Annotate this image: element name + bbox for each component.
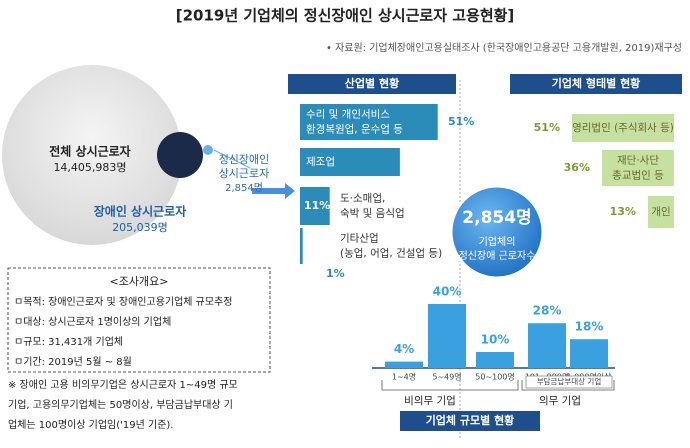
value-label: 40% xyxy=(433,285,462,299)
value-label: 10% xyxy=(481,333,510,347)
section-title: 기업체 규모별 현황 xyxy=(426,413,515,427)
survey-item: ㅁ기간: 2019년 5월 ~ 8월 xyxy=(14,356,132,368)
sublabel-box xyxy=(525,375,613,389)
bar xyxy=(528,323,566,368)
bar xyxy=(476,352,514,368)
category-label: 수리 및 개인서비스 xyxy=(306,109,390,121)
bar xyxy=(648,196,674,228)
bar xyxy=(385,361,423,368)
total-value: 14,405,983명 xyxy=(53,161,126,174)
group-bracket xyxy=(521,380,615,391)
survey-item: ㅁ규모: 31,431개 기업체 xyxy=(14,335,123,348)
section-title: 산업별 현황 xyxy=(345,76,399,90)
mental-value: 2,854명 xyxy=(225,182,263,194)
value-label: 51% xyxy=(534,121,560,134)
source: • 자료원: 기업체장애인고용실태조사 (한국장애인고용공단 고용개발원, 20… xyxy=(326,41,682,54)
mental-label: 정신장애인 xyxy=(219,153,270,166)
bar xyxy=(602,150,674,186)
disabled-circle xyxy=(157,132,203,178)
value-label: 18% xyxy=(575,320,604,334)
value-label: 4% xyxy=(394,342,414,356)
arrow xyxy=(252,183,295,199)
value-label: 37% xyxy=(372,155,398,168)
survey-item: ㅁ대상: 상시근로자 1명이상의 기업체 xyxy=(14,315,171,328)
center-label: 기업체의 xyxy=(479,235,516,248)
category-label: 도·소매업, xyxy=(340,192,385,205)
bar xyxy=(300,187,330,225)
bar xyxy=(572,114,674,142)
center-circle xyxy=(449,184,545,280)
bar xyxy=(300,228,303,264)
category-label: 숙박 및 음식업 xyxy=(340,207,405,220)
value-label: 28% xyxy=(533,304,562,318)
mental-label: 상시근로자 xyxy=(219,167,270,180)
x-tick-label: 5~49명 xyxy=(432,372,461,382)
section-header xyxy=(400,411,540,431)
value-label: 13% xyxy=(610,205,636,218)
value-label: 1% xyxy=(326,267,345,280)
category-label: 제조업 xyxy=(306,155,335,168)
total-circle xyxy=(2,65,182,245)
sublabel: 부담금납부대상 기업 xyxy=(537,376,601,386)
section-title: 기업체 형태별 현황 xyxy=(552,76,641,90)
survey-title: <조사개요> xyxy=(110,275,169,288)
category-label: 개인 xyxy=(651,206,670,218)
bar xyxy=(300,148,400,176)
note: ※ 장애인 고용 비의무기업은 상시근로자 1~49명 규모 xyxy=(8,378,238,391)
section-header xyxy=(288,74,456,94)
category-label: 총교법인 등 xyxy=(612,170,664,182)
category-label: 영리법인 (주식회사 등) xyxy=(572,122,674,134)
category-label: 환경복원업, 운수업 등 xyxy=(306,123,403,136)
group-label: 의무 기업 xyxy=(539,394,581,407)
mental-dot xyxy=(203,145,213,155)
bar xyxy=(570,339,608,368)
note: 기업, 고용의무기업체는 50명이상, 부담금납부대상 기 xyxy=(8,398,233,411)
survey-item: ㅁ목적: 장애인근로자 및 장애인고용기업체 규모추정 xyxy=(14,295,232,308)
total-label: 전체 상시근로자 xyxy=(49,144,130,159)
category-label: (농업, 어업, 건설업 등) xyxy=(340,247,442,260)
category-label: 재단·사단 xyxy=(617,155,659,167)
category-label: 기타산업 xyxy=(340,232,379,245)
value-label: 11% xyxy=(304,199,330,212)
value-label: 36% xyxy=(564,161,590,174)
bar xyxy=(300,104,438,140)
x-tick-label: 50~100명 xyxy=(475,372,515,382)
center-value: 2,854명 xyxy=(462,208,531,228)
x-tick-label: 1~4명 xyxy=(392,372,416,382)
connector xyxy=(213,149,251,169)
survey-box xyxy=(7,267,271,373)
value-label: 51% xyxy=(448,115,474,128)
note: 업체는 100명이상 기업임('19년 기준). xyxy=(8,418,173,431)
section-header xyxy=(510,74,682,94)
disabled-label: 장애인 상시근로자 xyxy=(94,204,187,219)
bar xyxy=(428,304,466,368)
center-label: 정신장애 근로자수 xyxy=(459,250,536,262)
group-bracket xyxy=(381,380,519,391)
title: [2019년 기업체의 정신장애인 상시근로자 고용현황] xyxy=(176,7,515,25)
group-label: 비의무 기업 xyxy=(404,394,456,407)
disabled-value: 205,039명 xyxy=(112,221,168,234)
